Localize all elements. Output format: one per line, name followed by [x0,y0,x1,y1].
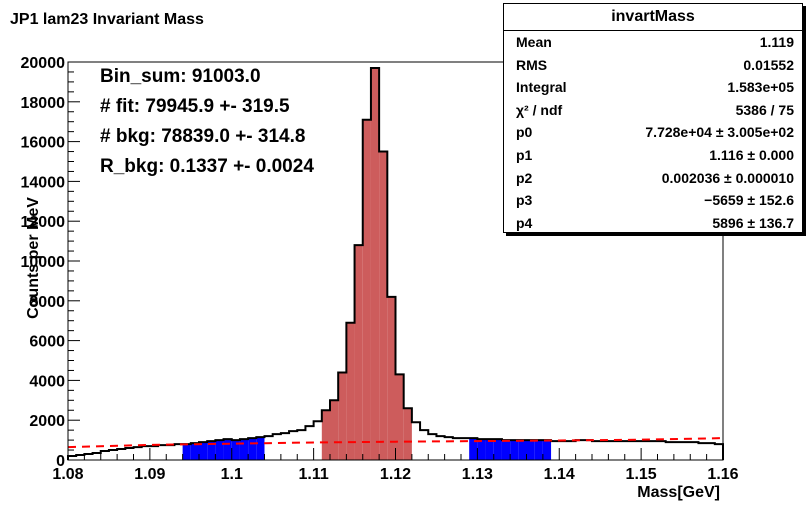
y-tick-label: 12000 [21,214,66,231]
histogram-bin-fill [493,439,502,460]
histogram-bin-fill [403,408,412,460]
stats-value: 1.116 ± 0.000 [709,146,794,163]
stats-value: 1.583e+05 [727,79,794,96]
x-tick-label: 1.13 [462,466,493,483]
stats-value: 7.728e+04 ± 3.005e+02 [645,124,794,141]
histogram-bin-fill [510,440,519,460]
chart-title: JP1 lam23 Invariant Mass [10,11,204,28]
histogram-outline [67,66,724,460]
histogram-bin-fill [542,440,552,460]
stats-value: 1.119 [759,34,794,50]
stats-value: 0.002036 ± 0.000010 [661,169,794,186]
stats-label: χ² / ndf [516,101,563,118]
stats-value: 5896 ± 136.7 [712,214,794,231]
x-tick-label: 1.14 [544,466,575,483]
y-tick-label: 4000 [29,373,65,390]
histogram-bin-fill [518,440,527,460]
y-tick-label: 10000 [21,254,66,271]
histogram-bin-fill [231,440,240,460]
annotation-fit: # fit: 79945.9 +- 319.5 [100,96,290,117]
histogram-bin-fill [215,440,224,460]
y-tick-label: 8000 [29,294,65,311]
y-axis-label: Counts per MeV [25,197,42,319]
stats-label: p4 [516,214,533,231]
stats-value: −5659 ± 152.6 [704,192,794,209]
y-tick-label: 0 [56,453,65,470]
histogram-bin-fill [395,374,404,460]
histogram-bin-fill [338,372,347,460]
fit-curve-group [67,437,724,449]
stats-row: Mean 1.119 [504,31,802,54]
stats-row: Integral 1.583e+05 [504,76,802,99]
stats-label: Mean [516,34,552,50]
stats-row: χ² / ndf 5386 / 75 [504,99,802,122]
histogram-bin-fill [346,322,355,460]
histogram-bin-fill [362,119,371,461]
histogram-bin-fill [501,440,511,460]
stats-row: p4 5896 ± 136.7 [504,212,802,235]
histogram-bin-fill [485,439,494,460]
stats-label: Integral [516,79,567,96]
x-tick-label: 1.08 [52,466,83,483]
histogram-bin-fill [321,410,330,460]
histogram-bin-fill [370,67,380,460]
fit-curve [67,437,724,449]
y-tick-label: 2000 [29,413,65,430]
annotation-r-bkg: R_bkg: 0.1337 +- 0.0024 [100,156,314,177]
histogram-bin-fill [534,440,543,460]
x-tick-label: 1.12 [380,466,411,483]
annotation-bin-sum: Bin_sum: 91003.0 [100,66,261,87]
axes: 1.08 1.09 1.1 1.11 1.12 1.13 1.14 1.15 1.16 0 2000… [21,55,739,483]
stats-label: p0 [516,124,533,141]
stats-label: p3 [516,192,533,209]
x-tick-label: 1.15 [626,466,657,483]
x-tick-label: 1.11 [298,466,328,483]
stats-label: RMS [516,56,548,73]
histogram-bin-fill [477,439,486,460]
histogram-bin-fill [354,245,363,460]
histogram-bin-fill [207,441,216,460]
stats-label: p2 [516,169,533,186]
y-tick-label: 18000 [21,95,66,112]
y-tick-label: 20000 [21,55,66,72]
annotation-bkg: # bkg: 78839.0 +- 314.8 [100,126,305,147]
histogram-bin-fill [526,440,535,460]
y-tick-label: 14000 [21,174,66,191]
y-tick-label: 16000 [21,135,66,152]
histogram-bin-fill [469,438,478,460]
stats-label: p1 [516,146,533,163]
histogram-bin-fill [223,439,232,460]
x-tick-label: 1.09 [134,466,165,483]
stats-row: RMS 0.01552 [504,54,802,77]
stats-value: 5386 / 75 [735,101,794,118]
histogram-bin-fill [387,296,396,460]
x-axis-label: Mass[GeV] [637,484,720,501]
histogram-bin-fill [256,437,265,460]
stats-box: invartMass Mean 1.119 RMS 0.01552 Integral 1.… [503,3,803,233]
y-tick-label: 6000 [29,334,65,351]
stats-rows: Mean 1.119 RMS 0.01552 Integral 1.583e+05 χ² /… [504,31,802,234]
stats-title: invartMass [504,4,802,31]
histogram-bin-fill [248,438,257,460]
stats-row: p2 0.002036 ± 0.000010 [504,167,802,190]
histogram-bin-fill [199,442,208,460]
stats-value: 0.01552 [743,56,794,73]
x-tick-label: 1.16 [707,466,738,483]
stats-row: p3 −5659 ± 152.6 [504,189,802,212]
histogram-bin-fill [330,400,339,460]
histogram-bin-fill [379,151,388,461]
histogram-bin-fill [190,443,199,460]
stats-row: p1 1.116 ± 0.000 [504,144,802,167]
histogram-bin-fill [182,444,191,460]
histogram-bin-fill [239,439,249,460]
x-tick-label: 1.1 [221,466,243,483]
stats-row: p0 7.728e+04 ± 3.005e+02 [504,121,802,144]
histogram-bars [67,66,724,461]
